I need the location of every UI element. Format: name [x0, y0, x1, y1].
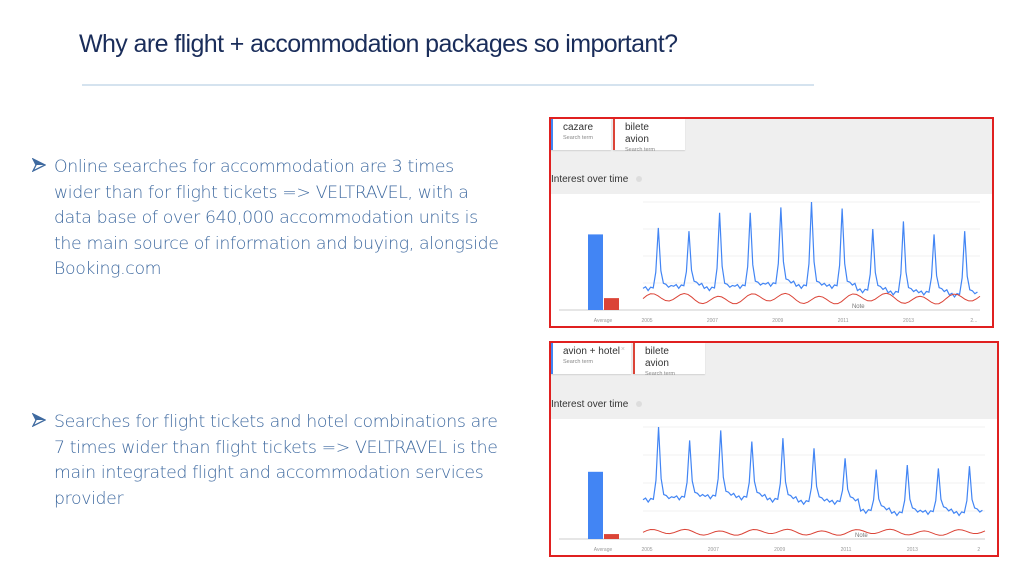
svg-text:Average: Average: [594, 547, 613, 553]
svg-text:2011: 2011: [838, 318, 849, 324]
term-label: avion + hotel: [563, 346, 620, 357]
svg-text:2...: 2...: [970, 318, 977, 324]
line-chart: Average Note 2005 2007 2009 2011 2013 2...: [559, 201, 981, 324]
slide-title: Why are flight + accommodation packages …: [79, 30, 678, 58]
svg-text:2009: 2009: [772, 318, 783, 324]
bullet-accommodation: Online searches for accommodation are 3 …: [32, 155, 502, 283]
help-icon[interactable]: [636, 176, 643, 183]
term-sublabel: Search term: [563, 359, 593, 365]
svg-text:2013: 2013: [907, 547, 918, 553]
search-term-tab-avion-hotel[interactable]: avion + hotel Search term ×: [551, 343, 631, 374]
search-term-tabs: avion + hotel Search term × bilete avion…: [551, 343, 707, 377]
svg-text:2011: 2011: [841, 547, 852, 553]
term-sublabel: Search term: [563, 135, 593, 141]
term-label: bilete avion: [645, 346, 669, 369]
trends-chart-avion-hotel: avion + hotel Search term × bilete avion…: [549, 341, 999, 557]
heading-text: Interest over time: [551, 399, 629, 410]
title-divider: [82, 84, 814, 86]
help-icon[interactable]: [636, 401, 643, 408]
heading-text: Interest over time: [551, 174, 629, 185]
search-term-tabs: cazare Search term bilete avion Search t…: [551, 119, 687, 153]
term-label: cazare: [563, 122, 594, 133]
bullet-text: Online searches for accommodation are 3 …: [54, 157, 499, 279]
svg-text:2007: 2007: [707, 318, 718, 324]
svg-text:Note: Note: [852, 304, 865, 310]
search-term-tab-bilete-avion[interactable]: bilete avion Search term: [633, 343, 705, 377]
svg-text:2: 2: [977, 547, 980, 553]
close-icon[interactable]: ×: [620, 346, 625, 353]
average-bar: [588, 234, 603, 310]
search-term-tab-bilete-avion[interactable]: bilete avion Search term: [613, 119, 685, 153]
bullet-flight-hotel: Searches for flight tickets and hotel co…: [32, 410, 502, 512]
svg-text:2005: 2005: [641, 318, 652, 324]
svg-text:2009: 2009: [774, 547, 785, 553]
arrow-bullet-icon: [32, 158, 46, 172]
term-label: bilete avion: [625, 122, 649, 145]
average-bar: [588, 471, 603, 539]
bullet-text: Searches for flight tickets and hotel co…: [54, 412, 498, 509]
search-term-tab-cazare[interactable]: cazare Search term: [551, 119, 611, 150]
svg-text:2005: 2005: [641, 547, 652, 553]
average-bar: [604, 534, 619, 539]
svg-text:2013: 2013: [903, 318, 914, 324]
interest-over-time-heading: Interest over time: [551, 399, 643, 410]
svg-text:Note: Note: [855, 533, 868, 539]
interest-over-time-heading: Interest over time: [551, 174, 643, 185]
term-sublabel: Search term: [645, 371, 675, 377]
plot-area: Average Note 2005 2007 2009 2011 2013 2...: [551, 194, 992, 326]
svg-text:2007: 2007: [708, 547, 719, 553]
arrow-bullet-icon: [32, 413, 46, 427]
trends-chart-cazare: cazare Search term bilete avion Search t…: [549, 117, 994, 328]
svg-text:Average: Average: [594, 318, 613, 324]
term-sublabel: Search term: [625, 147, 655, 153]
line-chart: Average Note 2005 2007 2009 2011 2013 2: [559, 426, 986, 553]
plot-area: Average Note 2005 2007 2009 2011 2013 2: [551, 419, 997, 555]
average-bar: [604, 298, 619, 310]
